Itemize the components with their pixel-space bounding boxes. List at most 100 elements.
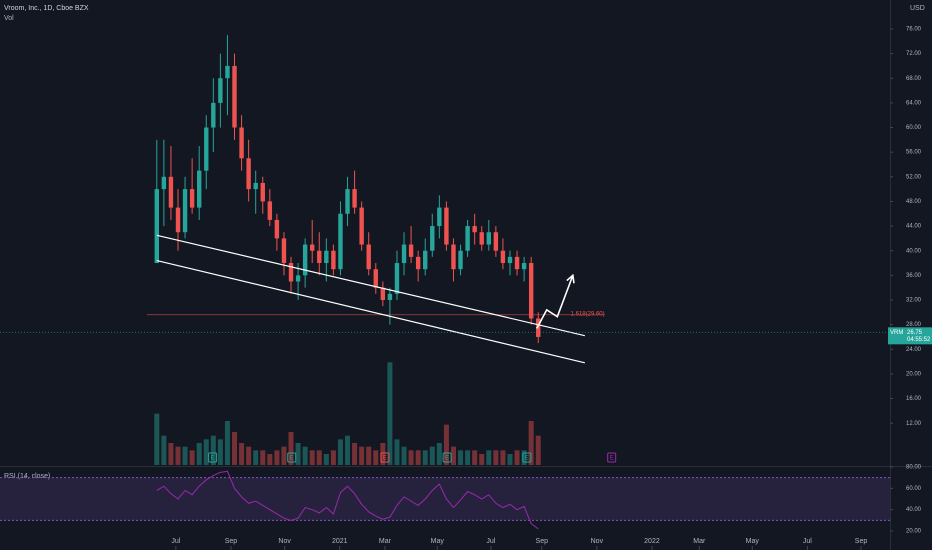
volume-bar: [217, 439, 223, 465]
candle-body: [218, 78, 223, 103]
candle-body: [430, 226, 435, 251]
candle-body: [168, 176, 174, 208]
x-tick-label: Jul: [803, 538, 812, 545]
y-tick-label: 76.00: [906, 27, 922, 33]
candle-body: [521, 263, 527, 270]
x-tick-label: Sep: [855, 538, 868, 545]
candle-body: [317, 250, 322, 264]
candle-body: [359, 207, 364, 245]
candle-body: [366, 244, 371, 270]
x-tick-label: Nov: [278, 538, 291, 545]
candle-body: [331, 250, 336, 270]
y-tick-label: 40.00: [906, 248, 922, 254]
volume-bar: [366, 446, 372, 465]
volume-bar: [295, 443, 301, 465]
candle-body: [437, 207, 442, 227]
volume-bar: [309, 450, 315, 465]
x-tick-label: Mar: [379, 538, 392, 545]
candle-body: [507, 256, 513, 264]
earnings-marker: [287, 452, 297, 463]
candle-body: [380, 287, 386, 300]
volume-bar: [472, 450, 478, 465]
y-tick-label: 16.00: [906, 396, 922, 402]
x-tick-label: May: [746, 538, 760, 545]
volume-bar: [429, 446, 435, 465]
candle-body: [232, 65, 237, 128]
x-tick-label: 2022: [644, 538, 660, 545]
y-tick-label: 56.00: [906, 150, 922, 156]
candle-body: [451, 244, 456, 270]
rsi-band: [0, 477, 890, 521]
candle-body: [281, 238, 287, 264]
volume-bar: [352, 443, 358, 465]
x-tick-label: Sep: [536, 538, 549, 545]
y-tick-label: 28.00: [906, 322, 922, 328]
volume-bar: [224, 421, 230, 465]
volume-bar: [288, 432, 294, 465]
earnings-label: E: [290, 456, 294, 462]
rsi-pane: [0, 467, 890, 550]
candle-body: [161, 176, 167, 190]
y-tick-label: 68.00: [906, 76, 922, 82]
candle-body: [387, 293, 393, 300]
candle-body: [514, 256, 520, 270]
volume-bar: [239, 443, 245, 465]
volume-bar: [443, 424, 449, 465]
candle-body: [267, 201, 273, 220]
y-tick-label: 36.00: [906, 273, 922, 279]
candle-body: [175, 207, 181, 233]
earnings-label: E: [610, 456, 614, 462]
x-tick-label: Nov: [591, 538, 604, 545]
candle-body: [310, 244, 315, 251]
earnings-marker: [208, 452, 218, 463]
volume-bar: [260, 450, 266, 465]
x-tick-label: Mar: [693, 538, 706, 545]
price-tag-symbol: VRM: [890, 330, 903, 336]
rsi-tick-label: 40.00: [906, 507, 922, 513]
volume-bar: [394, 439, 400, 465]
candle-body: [189, 189, 195, 208]
rsi-label: RSI (14, close): [4, 473, 50, 480]
volume-bar: [436, 443, 442, 465]
candle-body: [373, 269, 378, 288]
candle-body: [204, 127, 209, 171]
candle-body: [479, 232, 484, 245]
volume-bar: [189, 450, 195, 465]
volume-bar: [458, 450, 464, 465]
x-tick-label: Jul: [171, 538, 180, 545]
earnings-label: E: [211, 456, 215, 462]
volume-bar: [175, 446, 181, 465]
candle-body: [500, 250, 506, 264]
volume-bar: [345, 435, 351, 465]
candle-body: [338, 213, 343, 270]
volume-bar: [203, 439, 209, 465]
currency: USD: [910, 5, 925, 12]
earnings-marker: [607, 452, 617, 463]
volume-bar: [281, 446, 287, 465]
volume-bar: [232, 432, 238, 465]
candle-body: [458, 250, 463, 270]
volume-bar: [415, 450, 421, 465]
candle-body: [352, 189, 357, 208]
candle-body: [182, 189, 188, 233]
volume-bar: [182, 446, 188, 465]
y-tick-label: 20.00: [906, 371, 922, 377]
volume-bar: [246, 446, 252, 465]
volume-bar: [528, 421, 534, 465]
candle-body: [465, 226, 470, 251]
volume-bar: [507, 454, 513, 465]
trendline: [156, 259, 585, 364]
volume-bar: [168, 443, 174, 465]
earnings-label: E: [445, 456, 449, 462]
candle-body: [196, 170, 202, 208]
volume-bar: [161, 435, 167, 465]
arrow-head: [566, 273, 575, 284]
candle-body: [345, 189, 350, 214]
volume-bar: [302, 446, 308, 465]
volume-bar: [535, 435, 541, 465]
candle-body: [274, 219, 280, 239]
x-tick-label: Sep: [225, 538, 238, 545]
volume-label: Vol: [4, 15, 14, 22]
candle-body: [528, 263, 534, 319]
